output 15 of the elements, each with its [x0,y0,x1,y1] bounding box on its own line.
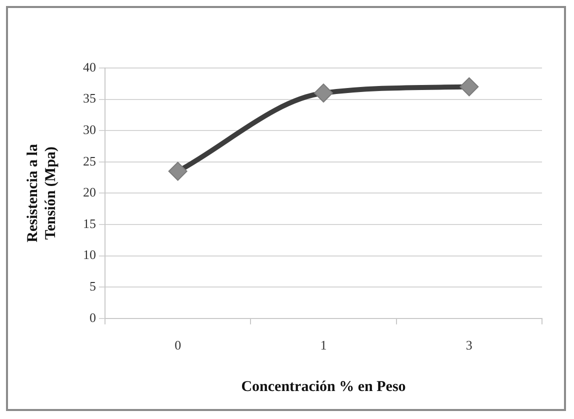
y-axis-title: Resistencia a la Tensión (Mpa) [24,144,59,242]
x-tick-label: 0 [174,338,182,353]
y-tick-label: 5 [90,278,96,294]
x-axis-title: Concentración % en Peso [241,378,406,395]
y-tick-label: 30 [83,122,96,138]
y-tick-label: 20 [83,184,96,200]
x-tick-label: 1 [320,338,327,353]
y-tick-label: 15 [83,216,96,231]
y-tick-label: 10 [83,247,96,262]
y-tick-label: 35 [83,90,96,106]
y-tick-label: 40 [83,59,96,74]
chart-frame: Concentración % en Peso Resistencia a la Tensión (Mpa) 0 1 3 0 5 10 15 20 25 30 35 40 [6,6,566,411]
y-tick-label: 25 [83,153,96,168]
x-tick-label: 3 [466,338,472,353]
y-tick-label: 0 [90,310,96,325]
